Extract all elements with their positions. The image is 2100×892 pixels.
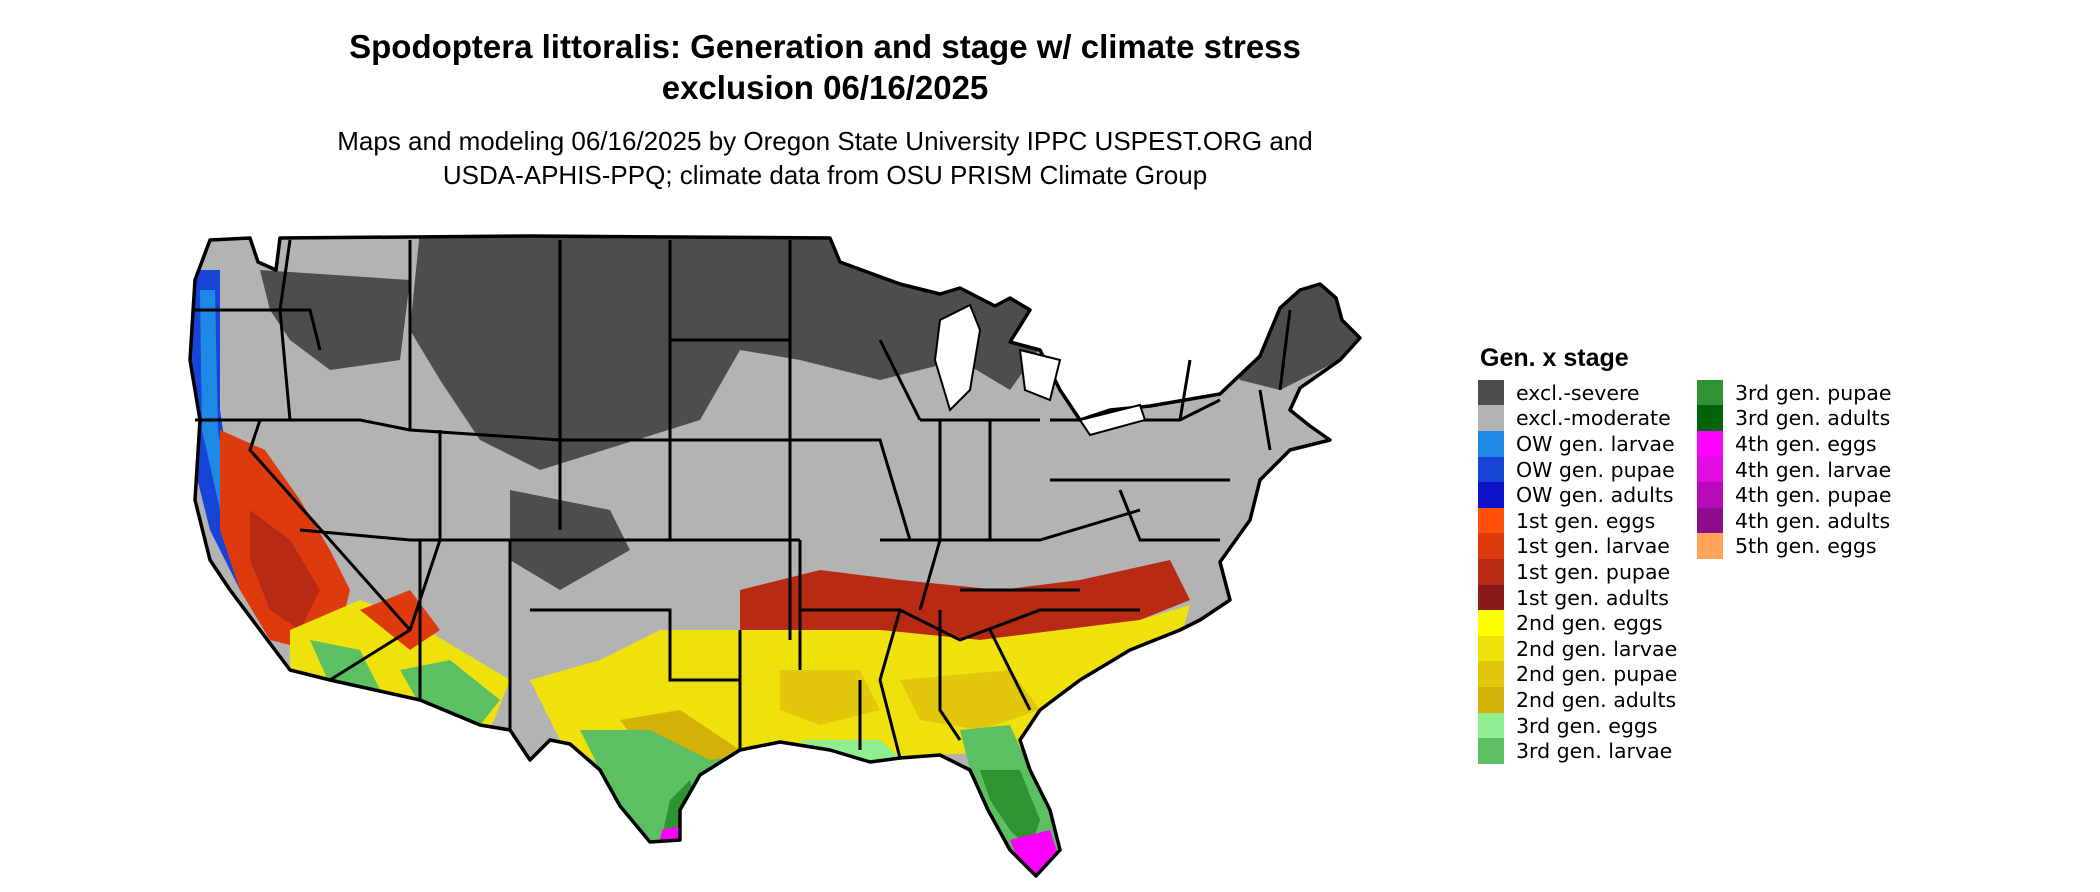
legend-label: 2nd gen. larvae — [1516, 636, 1678, 661]
legend-swatch — [1697, 507, 1723, 534]
third-gen-larvae-arizona-region — [310, 640, 380, 690]
excl-severe-north-region — [410, 236, 1060, 470]
legend-column-1: excl.-severe excl.-moderate OW gen. larv… — [1478, 379, 1678, 765]
legend-label: OW gen. adults — [1516, 483, 1674, 508]
legend-label: 2nd gen. eggs — [1516, 611, 1663, 636]
map-subtitle-line-1: Maps and modeling 06/16/2025 by Oregon S… — [337, 126, 1313, 156]
lake-huron — [1018, 348, 1062, 402]
legend-label: 3rd gen. pupae — [1735, 380, 1892, 405]
legend-item: 4th gen. adults — [1697, 507, 1891, 534]
legend-swatch — [1478, 686, 1504, 713]
legend-swatch — [1697, 430, 1723, 457]
third-gen-larvae-sonoran-region — [400, 660, 500, 725]
legend-item: OW gen. larvae — [1478, 430, 1677, 457]
legend-item: 2nd gen. adults — [1478, 686, 1677, 713]
legend-swatch — [1478, 533, 1504, 560]
map-subtitle: Maps and modeling 06/16/2025 by Oregon S… — [0, 124, 1650, 192]
legend-item: OW gen. adults — [1478, 482, 1677, 509]
legend-item: 4th gen. eggs — [1697, 430, 1891, 457]
lake-michigan — [933, 303, 982, 412]
legend-swatch — [1478, 558, 1504, 585]
legend-label: OW gen. pupae — [1516, 457, 1675, 482]
legend-item: 1st gen. adults — [1478, 584, 1677, 611]
legend-label: 3rd gen. adults — [1735, 406, 1891, 431]
legend-item: 1st gen. larvae — [1478, 533, 1677, 560]
second-gen-pupae-louisiana-region — [780, 670, 880, 725]
legend-column-2: 3rd gen. pupae 3rd gen. adults 4th gen. … — [1697, 379, 1892, 560]
excl-severe-northwest-region — [260, 270, 410, 370]
first-gen-pupae-california-region — [250, 510, 320, 630]
map-title-line-2: exclusion 06/16/2025 — [661, 69, 989, 106]
legend-item: excl.-severe — [1478, 379, 1677, 406]
legend-swatch — [1478, 430, 1504, 457]
legend-item: 4th gen. larvae — [1697, 456, 1892, 483]
legend-item: 3rd gen. larvae — [1478, 738, 1677, 765]
map-fill-layer — [190, 236, 1360, 876]
legend-title: Gen. x stage — [1480, 344, 1629, 372]
legend-swatch — [1697, 456, 1723, 483]
legend-label: 2nd gen. pupae — [1516, 662, 1678, 687]
legend-label: OW gen. larvae — [1516, 431, 1675, 456]
legend-item: 3rd gen. pupae — [1697, 379, 1892, 406]
legend-swatch — [1478, 738, 1504, 765]
legend-item: 2nd gen. larvae — [1478, 635, 1678, 662]
legend-item: excl.-moderate — [1478, 405, 1677, 432]
legend-label: excl.-severe — [1516, 380, 1640, 405]
legend-label: 4th gen. eggs — [1735, 431, 1877, 456]
legend-label: 1st gen. pupae — [1516, 559, 1671, 584]
map-title: Spodoptera littoralis: Generation and st… — [0, 26, 1650, 108]
legend-label: 3rd gen. larvae — [1516, 739, 1673, 764]
third-gen-pupae-florida-region — [980, 770, 1040, 850]
legend-item: 4th gen. pupae — [1697, 482, 1892, 509]
legend-item: OW gen. pupae — [1478, 456, 1677, 483]
legend-item: 1st gen. eggs — [1478, 507, 1677, 534]
ow-larvae-coast-region — [200, 290, 230, 510]
legend-swatch — [1478, 584, 1504, 611]
legend-swatch — [1697, 482, 1723, 509]
legend-swatch — [1478, 661, 1504, 688]
national-border — [188, 234, 1362, 878]
legend-label: 4th gen. adults — [1735, 508, 1891, 533]
legend-label: excl.-moderate — [1516, 406, 1671, 431]
first-gen-pupae-south-band-region — [740, 560, 1190, 640]
legend-swatch — [1478, 610, 1504, 637]
third-gen-larvae-gulf-texas-region — [580, 730, 740, 850]
map-subtitle-line-2: USDA-APHIS-PPQ; climate data from OSU PR… — [442, 160, 1208, 190]
legend-swatch — [1478, 456, 1504, 483]
legend-item: 5th gen. eggs — [1697, 533, 1891, 560]
us-map — [188, 234, 1362, 878]
second-gen-pupae-georgia-region — [900, 670, 1040, 730]
legend-label: 1st gen. larvae — [1516, 534, 1670, 559]
legend-swatch — [1478, 379, 1504, 406]
legend-swatch — [1478, 482, 1504, 509]
legend-label: 4th gen. pupae — [1735, 483, 1892, 508]
legend-swatch — [1697, 379, 1723, 406]
legend-swatch — [1697, 533, 1723, 560]
legend-swatch — [1478, 635, 1504, 662]
lake-erie — [1078, 403, 1147, 437]
legend-label: 3rd gen. eggs — [1516, 713, 1658, 738]
legend-item: 2nd gen. eggs — [1478, 610, 1677, 637]
legend-label: 5th gen. eggs — [1735, 534, 1877, 559]
legend-swatch — [1478, 405, 1504, 432]
map-title-line-1: Spodoptera littoralis: Generation and st… — [349, 28, 1301, 65]
legend-label: 2nd gen. adults — [1516, 687, 1677, 712]
legend-item: 3rd gen. eggs — [1478, 712, 1677, 739]
legend-item: 2nd gen. pupae — [1478, 661, 1678, 688]
legend-swatch — [1697, 405, 1723, 432]
legend-label: 4th gen. larvae — [1735, 457, 1892, 482]
state-borders — [195, 239, 1292, 759]
legend-swatch — [1478, 712, 1504, 739]
legend-label: 1st gen. eggs — [1516, 508, 1656, 533]
legend-item: 1st gen. pupae — [1478, 558, 1677, 585]
legend-swatch — [1478, 507, 1504, 534]
legend-item: 3rd gen. adults — [1697, 405, 1891, 432]
legend-label: 1st gen. adults — [1516, 585, 1669, 610]
